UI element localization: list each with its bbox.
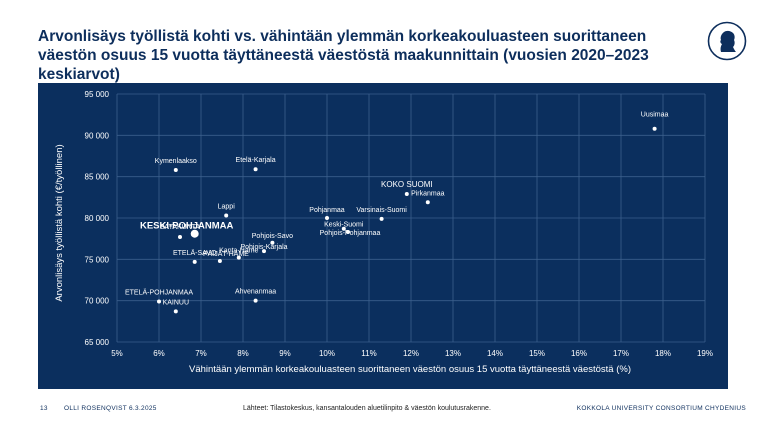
- x-tick-label: 16%: [571, 349, 587, 358]
- data-label: Pohjanmaa: [309, 207, 345, 214]
- y-tick-label: 65 000: [85, 338, 110, 347]
- x-tick-label: 18%: [655, 349, 671, 358]
- y-axis-title: Arvonlisäys työllistä kohti (€/työllinen…: [54, 144, 65, 301]
- footer-author-date: OLLI ROSENQVIST 6.3.2025: [64, 405, 157, 412]
- scatter-chart: 65 000 70 000 75 000 80 000 85 000 90 000 95 0…: [54, 90, 713, 375]
- data-point: [178, 235, 182, 240]
- x-tick-label: 7%: [195, 349, 207, 358]
- data-label: Kymenlaakso: [155, 158, 197, 165]
- data-label: Pohjois-Pohjanmaa: [320, 230, 381, 237]
- x-tick-labels: 5% 6% 7% 8% 9% 10% 11% 12% 13% 14% 15% 16% 17% 18% 19%: [111, 349, 713, 358]
- data-point: [173, 309, 178, 314]
- y-tick-labels: 65 000 70 000 75 000 80 000 85 000 90 000 95 0…: [85, 90, 110, 347]
- x-tick-label: 14%: [487, 349, 503, 358]
- data-point: [346, 230, 350, 235]
- y-tick-label: 75 000: [85, 255, 110, 264]
- data-point: [262, 249, 266, 254]
- data-label: Pohjois-Karjala: [240, 244, 287, 251]
- data-label: Ahvenanmaa: [235, 289, 276, 296]
- footer-page-number: 13: [40, 405, 48, 412]
- y-tick-label: 90 000: [85, 131, 110, 140]
- data-label: ETELÄ-POHJANMAA: [125, 288, 193, 296]
- x-tick-label: 10%: [319, 349, 335, 358]
- data-label: Pohjois-Savo: [252, 233, 293, 240]
- y-tick-label: 95 000: [85, 90, 110, 99]
- x-tick-label: 13%: [445, 349, 461, 358]
- data-label: Lappi: [218, 204, 236, 211]
- data-point: [341, 226, 346, 231]
- chart-panel: 65 000 70 000 75 000 80 000 85 000 90 000 95 0…: [38, 83, 728, 389]
- y-tick-label: 85 000: [85, 173, 110, 182]
- data-label: KOKO SUOMI: [381, 180, 433, 189]
- data-point: [253, 298, 258, 303]
- y-tick-label: 80 000: [85, 214, 110, 223]
- data-point: [325, 216, 329, 220]
- data-label: Pirkanmaa: [411, 190, 445, 197]
- data-point: [270, 240, 275, 245]
- x-tick-label: 9%: [279, 349, 291, 358]
- data-labels: Uusimaa Kymenlaakso Etelä-Karjala KOKO SUOM…: [125, 112, 669, 307]
- data-point: [173, 168, 178, 173]
- x-axis-title: Vähintään ylemmän korkeakouluasteen suor…: [189, 364, 631, 375]
- x-tick-label: 8%: [237, 349, 249, 358]
- x-tick-label: 6%: [153, 349, 165, 358]
- data-point: [217, 258, 222, 263]
- x-tick-label: 15%: [529, 349, 545, 358]
- data-label: ETELÄ-SAVO: [173, 249, 217, 257]
- data-label: SATAKUNTA: [160, 224, 201, 231]
- data-label: Etelä-Karjala: [236, 157, 276, 164]
- data-point: [253, 167, 258, 172]
- data-label: PÄIJÄT-HÄME: [203, 250, 249, 258]
- data-point: [652, 126, 657, 131]
- gridlines: [116, 93, 706, 343]
- data-point: [236, 255, 241, 260]
- x-tick-label: 19%: [697, 349, 713, 358]
- y-tick-label: 70 000: [85, 297, 110, 306]
- data-label: KESKI-POHJANMAA: [140, 221, 234, 232]
- x-tick-label: 17%: [613, 349, 629, 358]
- x-tick-label: 12%: [403, 349, 419, 358]
- data-label: KAINUU: [163, 299, 189, 306]
- data-label: Keski-Suomi: [324, 222, 364, 229]
- university-logo-icon: [707, 21, 747, 61]
- data-label: Varsinais-Suomi: [356, 207, 407, 214]
- data-point: [192, 259, 197, 264]
- x-tick-label: 11%: [361, 349, 376, 358]
- data-point: [190, 229, 199, 238]
- footer-organization: KOKKOLA UNIVERSITY CONSORTIUM CHYDENIUS: [576, 405, 746, 412]
- data-label: Kanta-Häme: [219, 248, 258, 255]
- data-point: [157, 299, 161, 304]
- footer-source: Lähteet: Tilastokeskus, kansantalouden a…: [243, 405, 491, 412]
- data-label: Uusimaa: [641, 112, 669, 119]
- data-points: [157, 126, 657, 314]
- data-point: [404, 192, 409, 197]
- data-point: [379, 216, 384, 221]
- x-tick-label: 5%: [111, 349, 123, 358]
- data-point: [425, 200, 430, 205]
- slide-title: Arvonlisäys työllistä kohti vs. vähintää…: [38, 28, 649, 83]
- data-point: [224, 213, 229, 218]
